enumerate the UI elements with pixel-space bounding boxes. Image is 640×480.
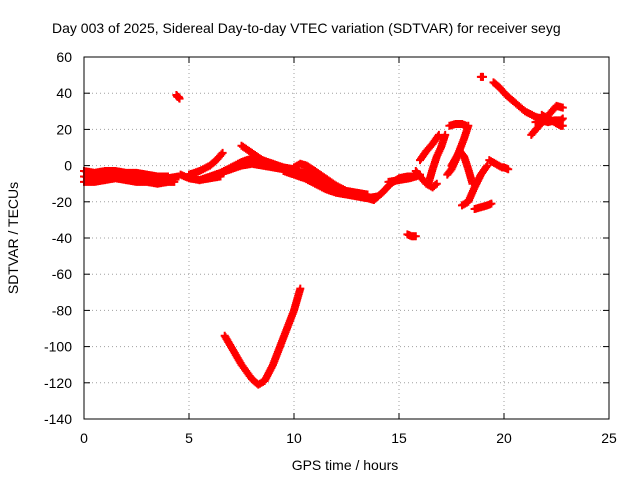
data-point [504, 165, 513, 174]
series-arc-10 [220, 284, 305, 389]
y-tick-label: 0 [64, 158, 72, 174]
chart-title: Day 003 of 2025, Sidereal Day-to-day VTE… [52, 20, 561, 36]
y-tick-label: 60 [56, 49, 72, 65]
data-point [464, 121, 473, 130]
x-tick-label: 25 [601, 430, 617, 446]
y-tick-label: -140 [44, 411, 72, 427]
data-points-layer [80, 72, 567, 389]
y-tick-label: -60 [52, 266, 72, 282]
data-point [170, 177, 179, 186]
data-point [479, 72, 487, 81]
y-tick-label: -120 [44, 375, 72, 391]
data-point [431, 180, 440, 189]
x-tick-label: 20 [496, 430, 512, 446]
series-arc-24 [470, 199, 496, 214]
plot-frame [83, 56, 610, 420]
data-point [483, 161, 492, 170]
data-point [487, 199, 496, 208]
y-tick-label: 20 [56, 121, 72, 137]
x-tick-label: 10 [286, 430, 302, 446]
data-point [217, 150, 226, 159]
y-tick-label: -100 [44, 339, 72, 355]
series-arc-4 [172, 91, 184, 103]
series-arc-26 [485, 156, 513, 174]
grid-layer [84, 57, 609, 419]
data-point [175, 94, 184, 103]
series-arc-18 [424, 130, 450, 188]
series-arc-30 [537, 110, 567, 130]
y-axis-label: SDTVAR / TECUs [5, 182, 21, 294]
y-tick-label: 40 [56, 85, 72, 101]
data-point [482, 163, 491, 172]
series-arc-25 [476, 72, 487, 81]
x-tick-label: 5 [185, 430, 193, 446]
data-point [218, 148, 227, 157]
tick-layer: 0 5 10 15 20 25 -140 -120 -100 -80 -60 -40 -20 0 20 40 6… [44, 49, 617, 446]
x-axis-label: GPS time / hours [292, 457, 399, 473]
y-tick-label: -40 [52, 230, 72, 246]
series-arc-23 [458, 161, 492, 210]
data-point [296, 284, 305, 293]
series-arc-22 [447, 147, 477, 188]
y-tick-label: -80 [52, 302, 72, 318]
data-point [411, 232, 420, 241]
data-point [434, 130, 443, 139]
data-point [558, 103, 567, 112]
series-arc-6 [185, 148, 227, 179]
x-tick-label: 0 [80, 430, 88, 446]
x-tick-label: 15 [391, 430, 407, 446]
y-tick-label: -20 [52, 194, 72, 210]
data-point [558, 121, 567, 130]
data-point [558, 114, 567, 123]
data-point [433, 132, 442, 141]
data-point [432, 179, 441, 188]
series-arc-16 [403, 230, 420, 241]
series-arc-19 [416, 130, 443, 165]
